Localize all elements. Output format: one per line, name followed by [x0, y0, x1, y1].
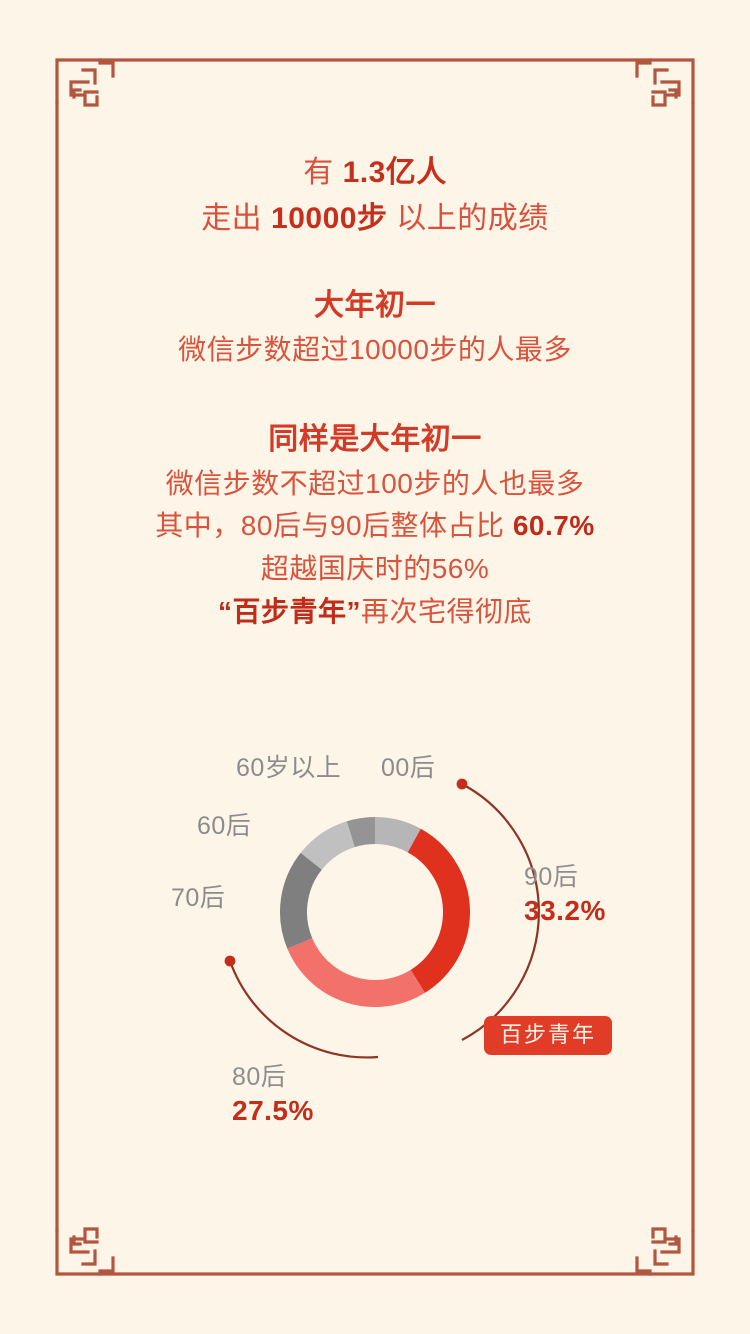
corner-motif-bottom-right [635, 1227, 695, 1276]
corner-motif-bottom-left [55, 1227, 115, 1276]
headline-line-1: 有 1.3亿人 [0, 150, 750, 196]
chart-label-00hou: 00后 [381, 754, 436, 782]
donut-ring [280, 817, 470, 1007]
chart-label-60-plus: 60岁以上 [236, 754, 342, 782]
section-two-line-1: 微信步数不超过100步的人也最多 [165, 467, 585, 499]
donut-chart-svg [224, 778, 540, 1059]
section-two-line-2-emphasis: 60.7% [512, 510, 595, 542]
callout-90hou-value: 33.2% [524, 895, 606, 927]
section-two-line-4-emphasis: 百步青年 [232, 595, 347, 627]
age-distribution-chart: 60岁以上 60后 70后 00后 90后 33.2% 80后 27.5% 百步… [0, 730, 750, 1160]
section-two-line-3: 超越国庆时的56% [260, 553, 490, 585]
section-two-line-2-prefix: 其中，80后与90后整体占比 [155, 510, 513, 542]
callout-80hou-value: 27.5% [232, 1095, 314, 1127]
callout-90hou: 90后 33.2% [524, 862, 606, 928]
donut-segment-00后 [374, 817, 421, 853]
donut-segment-80后 [287, 937, 425, 1007]
donut-segment-60岁以上 [346, 817, 376, 848]
headline-line-1-emphasis: 1.3亿人 [342, 156, 447, 189]
callout-90hou-name: 90后 [524, 863, 579, 891]
section-two-line-4-suffix: 再次宅得彻底 [361, 595, 533, 627]
callout-80hou: 80后 27.5% [232, 1062, 314, 1128]
chart-label-70hou: 70后 [171, 884, 226, 912]
headline-line-2-suffix: 以上的成绩 [387, 201, 549, 235]
copy-block: 有 1.3亿人 走出 10000步 以上的成绩 大年初一 微信步数超过10000… [0, 150, 750, 633]
corner-motif-top-left [55, 58, 115, 107]
quote-open: “ [217, 595, 233, 627]
section-one-body: 微信步数超过10000步的人最多 [178, 333, 572, 365]
quote-close: ” [346, 595, 361, 627]
headline-line-1-prefix: 有 [303, 156, 343, 189]
headline-line-2-prefix: 走出 [201, 201, 272, 235]
status-badge-baibuqingnian: 百步青年 [484, 1016, 613, 1055]
callout-arc-90hou [456, 778, 540, 1041]
spacer-one [0, 241, 750, 283]
section-two-line-4: “百步青年”再次宅得彻底 [0, 591, 750, 634]
callout-arc-80hou [224, 955, 379, 1059]
callout-80hou-name: 80后 [232, 1063, 287, 1091]
donut-segment-70后 [280, 852, 323, 949]
corner-motif-top-right [635, 58, 695, 107]
chart-label-60hou: 60后 [197, 812, 252, 840]
spacer-two [0, 371, 750, 417]
section-one-title: 大年初一 [314, 289, 436, 323]
donut-segment-90后 [407, 828, 470, 993]
headline-line-2: 走出 10000步 以上的成绩 [0, 196, 750, 242]
section-two-title: 同样是大年初一 [268, 423, 482, 457]
headline-line-2-emphasis: 10000步 [271, 201, 388, 235]
donut-segment-60后 [300, 821, 356, 871]
section-two-line-2: 其中，80后与90后整体占比 60.7% [0, 505, 750, 548]
